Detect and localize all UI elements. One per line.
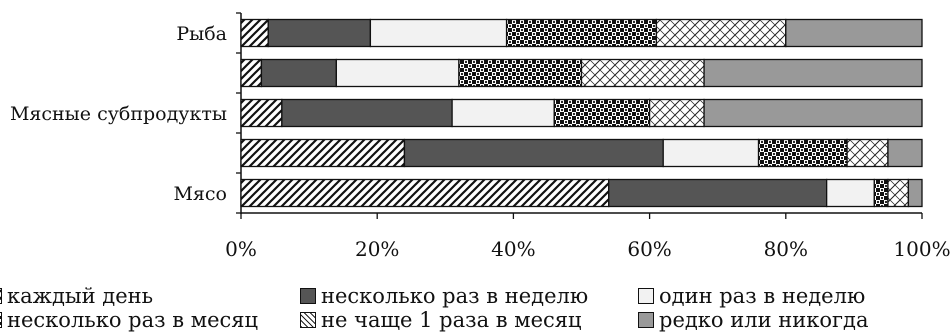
bar-segment xyxy=(648,98,705,128)
bar-segment xyxy=(553,98,651,128)
legend-swatch xyxy=(300,288,316,304)
x-axis-tick-labels: 0% 20% 40% 60% 80% 100% xyxy=(225,237,950,261)
bar-segment xyxy=(887,138,923,168)
bar-segment xyxy=(662,138,760,168)
bar-segment xyxy=(403,138,664,168)
bar-segment xyxy=(240,98,283,128)
x-tick-label: 20% xyxy=(355,237,399,261)
bar-segment xyxy=(826,178,875,208)
bar-segment xyxy=(240,138,406,168)
bar-segment xyxy=(846,138,889,168)
bar-segment xyxy=(703,98,923,128)
bars xyxy=(240,18,923,208)
legend-item-not-more-than-once-month: не чаще 1 раза в месяц xyxy=(300,308,582,332)
bar-segment xyxy=(240,18,269,48)
bar-segment xyxy=(240,58,263,88)
y-category-label: Мясо xyxy=(173,183,227,205)
legend-label: несколько раз в неделю xyxy=(321,284,589,308)
bar-segment xyxy=(785,18,923,48)
x-tick-label: 0% xyxy=(225,237,257,261)
legend-label: несколько раз в месяц xyxy=(7,308,259,332)
legend-label: каждый день xyxy=(7,284,154,308)
legend-swatch xyxy=(638,288,654,304)
bar-segment xyxy=(335,58,460,88)
legend-item-rarely-or-never: редко или никогда xyxy=(638,308,868,332)
legend-item-several-per-week: несколько раз в неделю xyxy=(300,284,588,308)
x-tick-label: 80% xyxy=(764,237,808,261)
bar-segment xyxy=(451,98,555,128)
y-category-label: Мясные субпродукты xyxy=(10,103,227,125)
bar-segment xyxy=(887,178,910,208)
legend-item-once-per-week: один раз в неделю xyxy=(638,284,865,308)
legend-swatch xyxy=(638,312,654,328)
x-tick-label: 40% xyxy=(491,237,535,261)
bar-segment xyxy=(369,18,508,48)
bar-segment xyxy=(873,178,889,208)
legend-label: не чаще 1 раза в месяц xyxy=(321,308,582,332)
legend: каждый день несколько раз в неделю один … xyxy=(0,284,950,333)
bar-segment xyxy=(240,178,610,208)
bar-segment xyxy=(458,58,583,88)
bar-segment xyxy=(260,58,337,88)
legend-swatch xyxy=(300,312,316,328)
bar-segment xyxy=(267,18,372,48)
bar-segment xyxy=(281,98,453,128)
legend-label: один раз в неделю xyxy=(659,284,866,308)
bar-segment xyxy=(655,18,787,48)
legend-item-several-per-month: несколько раз в месяц xyxy=(0,308,258,332)
legend-label: редко или никогда xyxy=(659,308,869,332)
bar-segment xyxy=(608,178,828,208)
legend-swatch xyxy=(0,312,2,328)
y-axis-labels: Рыба Мясные субпродукты Мясо xyxy=(10,23,227,205)
x-tick-label: 60% xyxy=(627,237,671,261)
bar-segment xyxy=(505,18,658,48)
bar-segment xyxy=(907,178,923,208)
bar-segment xyxy=(757,138,848,168)
x-tick-label: 100% xyxy=(893,237,950,261)
bar-segment xyxy=(703,58,923,88)
y-category-label: Рыба xyxy=(176,23,227,45)
legend-swatch xyxy=(0,288,2,304)
legend-item-daily: каждый день xyxy=(0,284,153,308)
bar-segment xyxy=(580,58,705,88)
